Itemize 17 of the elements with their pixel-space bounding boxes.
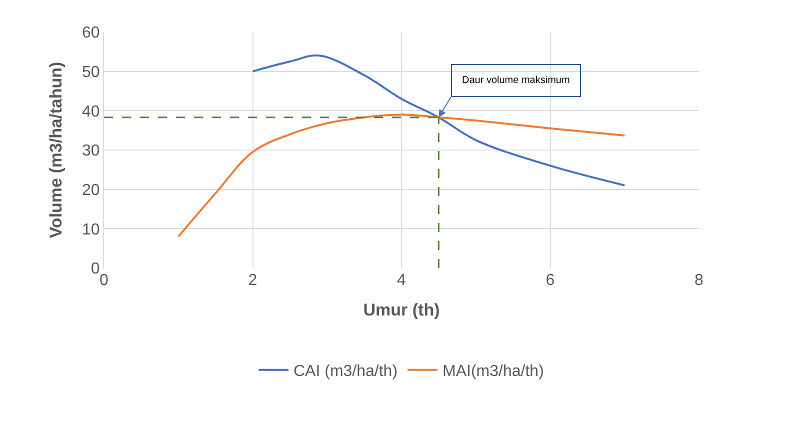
y-tick-label: 30	[82, 142, 100, 160]
y-tick-label: 10	[82, 221, 100, 238]
x-tick-label: 2	[248, 272, 258, 289]
y-tick-label: 20	[82, 182, 100, 199]
legend-label: MAI(m3/ha/th)	[442, 363, 544, 380]
legend-label: CAI (m3/ha/th)	[294, 363, 398, 380]
y-tick-label: 50	[82, 64, 100, 81]
y-tick-label: 0	[90, 260, 100, 278]
x-tick-label: 6	[546, 272, 555, 289]
y-tick-label: 40	[82, 103, 100, 120]
x-axis-title: Umur (th)	[363, 300, 440, 320]
x-tick-label: 4	[397, 272, 406, 289]
annotation: Daur volume maksimum	[462, 75, 570, 86]
y-axis-title: Volume (m3/ha/tahun)	[46, 62, 66, 238]
x-tick-label: 8	[694, 272, 704, 289]
y-tick-label: 60	[82, 24, 100, 42]
line-series	[252, 54, 626, 186]
